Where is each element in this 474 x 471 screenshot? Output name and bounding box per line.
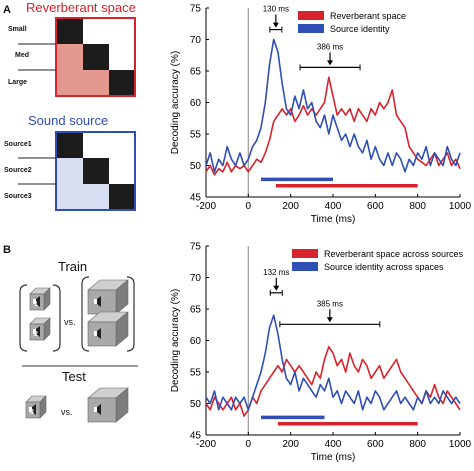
- series-line: [205, 314, 461, 411]
- x-tick-label: 400: [325, 201, 342, 212]
- source-rdm: [18, 131, 136, 211]
- reverb-title: Reverberant space: [26, 0, 136, 15]
- peak-annotation: 130 ms: [263, 5, 289, 14]
- y-tick-label: 45: [190, 431, 202, 442]
- x-tick-label: 600: [367, 201, 384, 212]
- panel-b-letter: B: [3, 244, 11, 256]
- box-number-2: 2: [34, 331, 38, 338]
- x-tick-label: 400: [325, 439, 342, 450]
- source-label-3: Source3: [4, 193, 32, 200]
- rdm-diagrams: [18, 17, 136, 211]
- legend-label: Source identity: [330, 24, 390, 34]
- box-number-3: 3: [30, 409, 34, 416]
- stimulus-diagram: [19, 276, 138, 423]
- panel-a-letter: A: [3, 4, 11, 16]
- x-tick-label: 200: [282, 201, 299, 212]
- series-line: [205, 346, 461, 417]
- legend-swatch: [298, 24, 324, 33]
- y-tick-label: 65: [190, 305, 202, 316]
- y-axis-label: Decoding accuracy (%): [170, 51, 181, 154]
- x-tick-label: -200: [196, 201, 216, 212]
- small-box-3: [25, 395, 47, 419]
- peak-annotation: 385 ms: [317, 299, 343, 308]
- reverb-label-med: Med: [15, 52, 29, 59]
- reverb-label-large: Large: [8, 79, 28, 86]
- x-axis-label: Time (ms): [311, 452, 356, 463]
- source-label-1: Source1: [4, 141, 32, 148]
- train-label: Train: [58, 259, 88, 274]
- y-tick-label: 45: [190, 193, 202, 204]
- x-tick-label: 1000: [449, 201, 472, 212]
- y-tick-label: 50: [190, 161, 202, 172]
- peak-annotation: 386 ms: [317, 42, 343, 51]
- y-tick-label: 60: [190, 336, 202, 347]
- y-tick-label: 60: [190, 98, 202, 109]
- y-tick-label: 55: [190, 368, 202, 379]
- x-tick-label: 0: [246, 439, 252, 450]
- y-tick-label: 75: [190, 4, 202, 15]
- series-line: [205, 38, 461, 173]
- legend-label: Source identity across spaces: [324, 262, 444, 272]
- x-tick-label: 200: [282, 439, 299, 450]
- reverb-rdm: [18, 17, 136, 97]
- y-tick-label: 50: [190, 399, 202, 410]
- source-title: Sound source: [28, 113, 109, 128]
- large-box-3: [87, 387, 129, 423]
- y-tick-label: 70: [190, 35, 202, 46]
- legend-swatch: [292, 249, 318, 258]
- x-tick-label: -200: [196, 439, 216, 450]
- vs-label-test: vs.: [61, 407, 73, 417]
- x-tick-label: 600: [367, 439, 384, 450]
- vs-label-train: vs.: [64, 317, 76, 327]
- legend-label: Reverberant space: [330, 11, 406, 21]
- series-line: [205, 76, 461, 176]
- large-box-1: [87, 279, 129, 315]
- small-box-2: [29, 317, 51, 341]
- x-tick-label: 800: [409, 201, 426, 212]
- x-axis-label: Time (ms): [311, 214, 356, 225]
- x-tick-label: 1000: [449, 439, 472, 450]
- legend-label: Reverberant space across sources: [324, 249, 464, 259]
- legend-swatch: [292, 262, 318, 271]
- x-tick-label: 0: [246, 201, 252, 212]
- peak-arrowhead: [327, 60, 334, 66]
- x-tick-label: 800: [409, 439, 426, 450]
- small-box-1: [29, 287, 51, 311]
- legend-swatch: [298, 11, 324, 20]
- box-number-1: 1: [34, 301, 38, 308]
- chart-top: 45 50 55 60 65 70 75 -200 0 200 400 600 800 1000 Time …: [170, 4, 472, 226]
- large-box-2: [87, 311, 129, 347]
- test-label: Test: [62, 369, 86, 384]
- peak-arrowhead: [272, 22, 279, 28]
- peak-arrowhead: [273, 285, 280, 291]
- y-tick-label: 65: [190, 67, 202, 78]
- reverb-label-small: Small: [8, 26, 27, 33]
- source-label-2: Source2: [4, 167, 32, 174]
- chart-bottom: 45 50 55 60 65 70 75 -200 0 200 400 600 800 1000 Time …: [170, 242, 472, 464]
- y-axis-label: Decoding accuracy (%): [170, 289, 181, 392]
- peak-arrowhead: [326, 317, 333, 323]
- y-tick-label: 75: [190, 242, 202, 253]
- y-tick-label: 55: [190, 130, 202, 141]
- y-tick-label: 70: [190, 273, 202, 284]
- peak-annotation: 132 ms: [263, 268, 289, 277]
